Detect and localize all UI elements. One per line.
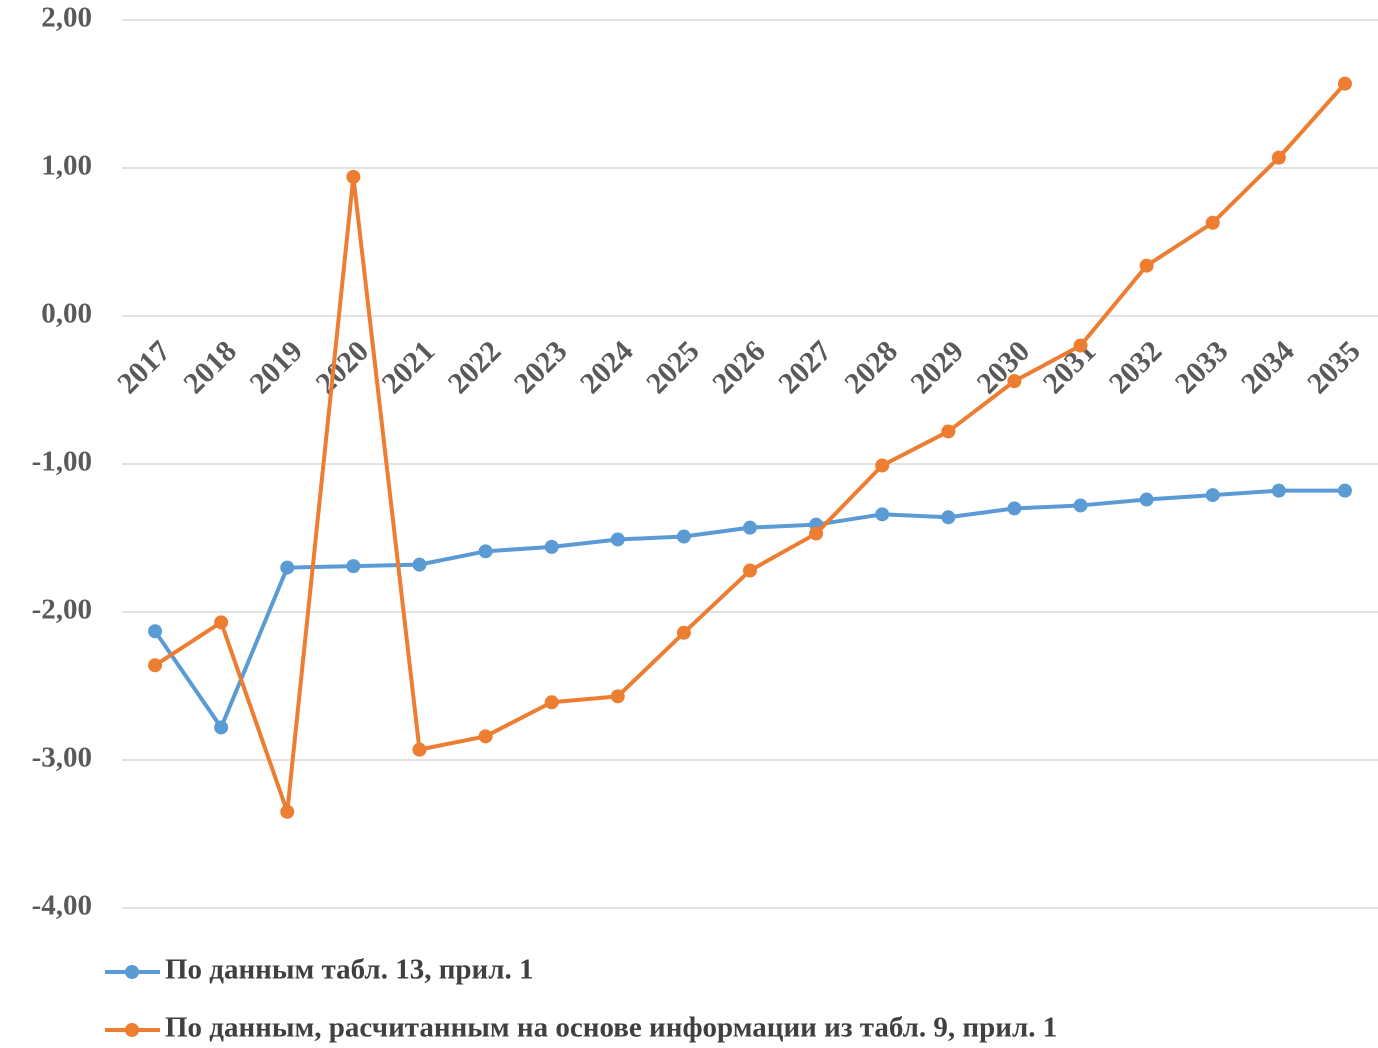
point	[676, 625, 691, 640]
x-tick-label: 2032	[1103, 334, 1169, 400]
x-tick-label: 2035	[1301, 334, 1367, 400]
point	[148, 624, 163, 639]
x-tick-label: 2023	[508, 334, 574, 400]
series-line	[153, 82, 1347, 814]
y-tick-label: -4,00	[32, 890, 92, 922]
point	[1139, 258, 1154, 273]
x-tick-label: 2020	[309, 334, 375, 400]
x-tick-label: 2029	[904, 334, 970, 400]
point	[412, 742, 427, 757]
point	[214, 720, 229, 735]
x-tick-label: 2021	[376, 334, 442, 400]
x-tick-label: 2024	[574, 334, 640, 400]
legend-label: По данным табл. 13, прил. 1	[165, 954, 534, 986]
legend-marker	[125, 1023, 139, 1037]
x-tick-label: 2031	[1037, 334, 1103, 400]
point	[280, 560, 295, 575]
x-tick-label: 2033	[1169, 334, 1235, 400]
x-tick-label: 2028	[838, 334, 904, 400]
x-tick-label: 2026	[706, 334, 772, 400]
x-tick-label: 2017	[111, 334, 177, 400]
point	[148, 658, 163, 673]
y-tick-label: -3,00	[32, 742, 92, 774]
point	[1139, 492, 1154, 507]
y-tick-label: 2,00	[41, 2, 92, 34]
point	[610, 532, 625, 547]
point	[478, 729, 493, 744]
point	[346, 169, 361, 184]
point	[743, 563, 757, 578]
point	[1205, 215, 1220, 230]
y-tick-label: -2,00	[32, 594, 92, 626]
y-tick-label: 1,00	[41, 150, 92, 182]
x-tick-label: 2027	[772, 334, 838, 400]
point	[1073, 338, 1088, 353]
point	[809, 526, 824, 541]
legend-label: По данным, расчитанным на основе информа…	[165, 1012, 1057, 1044]
point	[743, 520, 757, 535]
point	[1073, 498, 1088, 513]
y-tick-label: -1,00	[32, 446, 92, 478]
point	[1205, 488, 1220, 503]
point	[280, 804, 295, 819]
point	[941, 510, 956, 525]
point	[1007, 501, 1022, 516]
point	[875, 507, 890, 522]
point	[1337, 76, 1352, 91]
point	[214, 615, 229, 630]
point	[875, 458, 890, 473]
legend-marker	[125, 965, 139, 979]
point	[544, 695, 559, 710]
x-tick-label: 2019	[243, 334, 309, 400]
point	[676, 529, 691, 544]
point	[1007, 374, 1022, 389]
point	[544, 539, 559, 554]
point	[478, 544, 493, 559]
x-tick-label: 2018	[177, 334, 243, 400]
y-tick-label: 0,00	[41, 298, 92, 330]
x-tick-label: 2022	[442, 334, 508, 400]
point	[1271, 150, 1286, 165]
point	[941, 424, 956, 439]
point	[1337, 483, 1352, 498]
point	[610, 689, 625, 704]
x-tick-label: 2034	[1235, 334, 1301, 400]
point	[412, 557, 427, 572]
x-tick-label: 2025	[640, 334, 706, 400]
point	[1271, 483, 1286, 498]
point	[346, 559, 361, 574]
